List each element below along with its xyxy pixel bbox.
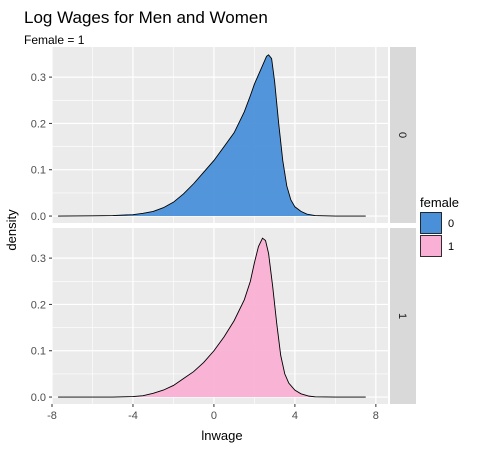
facet-panels: 0.0 0.1 0.2 0.3 0 0.0 0.1 0.2 0.3 1 — [31, 47, 416, 404]
chart-title: Log Wages for Men and Women — [24, 8, 268, 27]
y-tick-label: 0.2 — [31, 299, 46, 311]
y-tick-label: 0.0 — [31, 392, 46, 404]
density-outline-0 — [58, 54, 366, 217]
facet-strip-label: 0 — [396, 132, 408, 138]
x-tick-label: -8 — [47, 410, 57, 422]
y-tick-label: 0.1 — [31, 346, 46, 358]
x-axis-title: lnwage — [201, 428, 242, 443]
x-tick-label: 0 — [211, 410, 217, 422]
y-tick-label: 0.3 — [31, 72, 46, 84]
legend-swatch-0 — [420, 212, 442, 234]
x-tick-label: -4 — [128, 410, 138, 422]
density-outline-1 — [58, 237, 366, 398]
x-tick-label: 8 — [373, 410, 379, 422]
x-tick-label: 4 — [292, 410, 298, 422]
y-tick-label: 0.2 — [31, 118, 46, 130]
facet-panel-1: 0.0 0.1 0.2 0.3 1 — [31, 228, 416, 404]
legend-swatch-1 — [420, 235, 442, 257]
chart-subtitle: Female = 1 — [24, 33, 85, 47]
y-tick-label: 0.3 — [31, 253, 46, 265]
y-tick-label: 0.0 — [31, 211, 46, 223]
density-area-1 — [58, 238, 366, 398]
legend-title: female — [420, 195, 459, 210]
facet-strip-0 — [390, 47, 416, 223]
x-axis: -8 -4 0 4 8 — [47, 404, 379, 422]
legend: female 0 1 — [420, 195, 459, 257]
facet-panel-0: 0.0 0.1 0.2 0.3 0 — [31, 47, 416, 223]
y-axis-title: density — [4, 209, 19, 251]
y-tick-label: 0.1 — [31, 165, 46, 177]
legend-label-0: 0 — [448, 218, 454, 230]
legend-label-1: 1 — [448, 241, 454, 253]
density-area-0 — [58, 54, 366, 217]
facet-strip-label: 1 — [396, 313, 408, 319]
facet-strip-1 — [390, 228, 416, 404]
